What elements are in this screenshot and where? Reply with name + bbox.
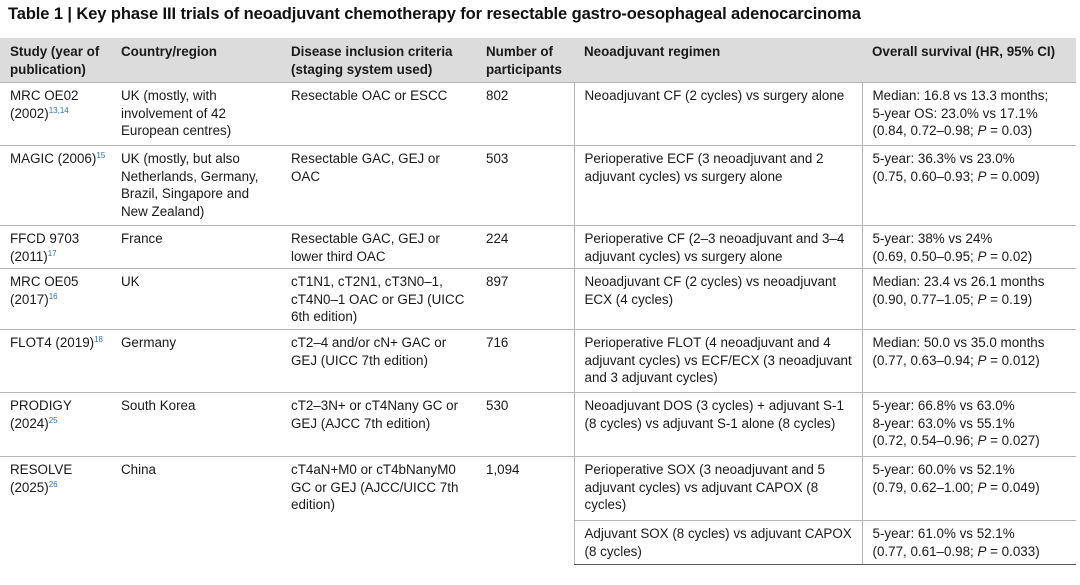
table-row: MRC OE02 (2002)13,14 UK (mostly, with in… xyxy=(0,82,1076,146)
cell-survival: 5-year: 60.0% vs 52.1% (0.79, 0.62–1.00; … xyxy=(861,456,1076,521)
trials-table: Study (year of publication) Country/regi… xyxy=(0,38,1076,565)
table-row: PRODIGY (2024)25 South Korea cT2–3N+ or … xyxy=(0,392,1076,457)
cell-participants: 530 xyxy=(476,392,574,457)
cell-study: PRODIGY (2024)25 xyxy=(0,392,111,457)
cell-country: UK (mostly, but also Netherlands, German… xyxy=(111,145,281,226)
table-row: FFCD 9703 (2011)17 France Resectable GAC… xyxy=(0,225,1076,269)
cell-regimen: Neoadjuvant DOS (3 cycles) + adjuvant S-… xyxy=(573,392,862,457)
cell-criteria: Resectable GAC, GEJ or lower third OAC xyxy=(281,225,476,269)
cell-participants: 802 xyxy=(476,82,574,146)
cell-survival: 5-year: 38% vs 24% (0.69, 0.50–0.95; P = … xyxy=(861,225,1076,269)
cell-study: FFCD 9703 (2011)17 xyxy=(0,225,111,269)
cell-participants: 716 xyxy=(476,329,574,393)
cell-country: Germany xyxy=(111,329,281,393)
cell-study: FLOT4 (2019)18 xyxy=(0,329,111,393)
cell-participants: 1,094 xyxy=(476,456,574,565)
header-row: Study (year of publication) Country/regi… xyxy=(0,38,1076,83)
header-regimen: Neoadjuvant regimen xyxy=(574,38,862,83)
cell-regimen: Perioperative SOX (3 neoadjuvant and 5 a… xyxy=(573,456,862,521)
cell-criteria: cT1N1, cT2N1, cT3N0–1, cT4N0–1 OAC or GE… xyxy=(281,268,476,330)
header-survival: Overall survival (HR, 95% CI) xyxy=(862,38,1076,83)
cell-survival: Median: 50.0 vs 35.0 months (0.77, 0.63–0… xyxy=(861,329,1076,393)
cell-criteria: cT2–3N+ or cT4Nany GC or GEJ (AJCC 7th e… xyxy=(281,392,476,457)
table-row: FLOT4 (2019)18 Germany cT2–4 and/or cN+ … xyxy=(0,329,1076,393)
header-country: Country/region xyxy=(111,38,281,83)
table-row: RESOLVE (2025)26 China cT4aN+M0 or cT4bN… xyxy=(0,456,1076,565)
table-title: Table 1 | Key phase III trials of neoadj… xyxy=(8,5,861,23)
cell-regimen: Perioperative ECF (3 neoadjuvant and 2 a… xyxy=(573,145,862,226)
header-participants: Number of participants xyxy=(476,38,574,83)
table-row: MRC OE05 (2017)16 UK cT1N1, cT2N1, cT3N0… xyxy=(0,268,1076,330)
table-row: MAGIC (2006)15 UK (mostly, but also Neth… xyxy=(0,145,1076,226)
cell-participants: 224 xyxy=(476,225,574,269)
cell-survival: 5-year: 36.3% vs 23.0% (0.75, 0.60–0.93; … xyxy=(861,145,1076,226)
cell-criteria: Resectable OAC or ESCC xyxy=(281,82,476,146)
cell-country: France xyxy=(111,225,281,269)
cell-survival: 5-year: 66.8% vs 63.0% 8-year: 63.0% vs 5… xyxy=(861,392,1076,457)
cell-regimen: Adjuvant SOX (8 cycles) vs adjuvant CAPO… xyxy=(573,520,862,565)
cell-study: MAGIC (2006)15 xyxy=(0,145,111,226)
cell-country: China xyxy=(111,456,281,565)
cell-regimen: Perioperative FLOT (4 neoadjuvant and 4 … xyxy=(573,329,862,393)
cell-study: MRC OE02 (2002)13,14 xyxy=(0,82,111,146)
cell-study: MRC OE05 (2017)16 xyxy=(0,268,111,330)
cell-study: RESOLVE (2025)26 xyxy=(0,456,111,565)
cell-country: South Korea xyxy=(111,392,281,457)
cell-survival: 5-year: 61.0% vs 52.1% (0.77, 0.61–0.98; … xyxy=(861,520,1076,565)
cell-country: UK (mostly, with involvement of 42 Europ… xyxy=(111,82,281,146)
cell-regimen: Neoadjuvant CF (2 cycles) vs neoadjuvant… xyxy=(573,268,862,330)
cell-survival: Median: 16.8 vs 13.3 months; 5-year OS: 2… xyxy=(861,82,1076,146)
cell-criteria: cT4aN+M0 or cT4bNanyM0 GC or GEJ (AJCC/U… xyxy=(281,456,476,565)
cell-participants: 897 xyxy=(476,268,574,330)
cell-criteria: Resectable GAC, GEJ or OAC xyxy=(281,145,476,226)
header-study: Study (year of publication) xyxy=(0,38,111,83)
cell-regimen: Neoadjuvant CF (2 cycles) vs surgery alo… xyxy=(573,82,862,146)
cell-participants: 503 xyxy=(476,145,574,226)
header-criteria: Disease inclusion criteria (staging syst… xyxy=(281,38,476,83)
table-row: Adjuvant SOX (8 cycles) vs adjuvant CAPO… xyxy=(0,520,1076,565)
cell-regimen: Perioperative CF (2–3 neoadjuvant and 3–… xyxy=(573,225,862,269)
cell-country: UK xyxy=(111,268,281,330)
cell-survival: Median: 23.4 vs 26.1 months (0.90, 0.77–1… xyxy=(861,268,1076,330)
cell-criteria: cT2–4 and/or cN+ GAC or GEJ (UICC 7th ed… xyxy=(281,329,476,393)
